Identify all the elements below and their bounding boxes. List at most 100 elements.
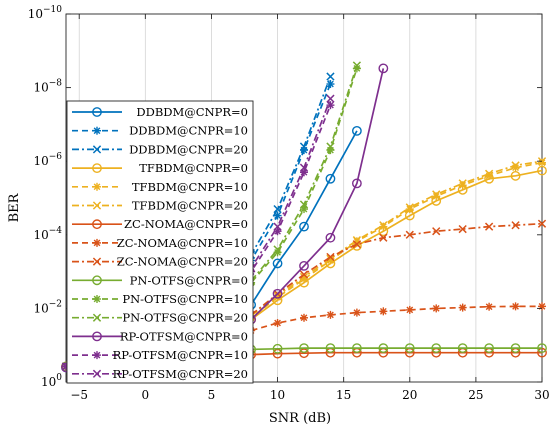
x-marker [299,200,309,209]
legend-entry: PN-OTFS@CNPR=0 [72,273,248,287]
circle-marker [299,343,309,354]
x-tick-label: 10 [270,388,285,402]
asterisk-marker [538,302,546,311]
legend-label: TFBDM@CNPR=20 [132,199,248,213]
circle-marker [325,232,336,243]
x-marker [326,72,335,81]
legend-label: PN-OTFS@CNPR=20 [122,311,248,325]
asterisk-marker [326,80,335,89]
y-axis-label: BER [7,192,22,222]
legend-entry: PN-OTFS@CNPR=10 [72,292,248,306]
asterisk-marker [458,303,467,312]
asterisk-marker [405,305,414,314]
legend-label: ZC-NOMA@CNPR=0 [124,217,248,231]
asterisk-marker [326,101,335,110]
asterisk-marker [93,295,101,303]
y-tick-label: 10−6 [33,152,62,168]
asterisk-marker [405,205,414,214]
asterisk-marker [485,302,494,311]
x-tick-label: 20 [402,388,417,402]
series-line [65,98,332,368]
legend-entry: RP-OTFSM@CNPR=10 [72,348,248,362]
circle-marker [431,343,442,354]
x-marker [484,169,494,178]
circle-marker [510,343,521,354]
x-marker [299,163,309,172]
circle-marker [299,348,309,359]
x-marker [299,272,309,282]
circle-marker [457,343,468,354]
circle-marker [404,343,415,354]
x-marker [273,222,282,231]
legend-entry: TFBDM@CNPR=20 [72,199,248,213]
circle-marker [299,221,309,232]
legend-label: TFBDM@CNPR=10 [132,180,248,194]
x-tick-label: −5 [70,388,88,402]
circle-marker [325,173,336,184]
x-marker [432,190,441,199]
x-marker [92,313,102,322]
circle-marker [378,343,389,354]
legend-entry: ZC-NOMA@CNPR=20 [72,255,248,269]
asterisk-marker [511,302,520,311]
legend-entry: PN-OTFS@CNPR=20 [72,311,248,325]
legend-label: DDBDM@CNPR=20 [129,142,248,156]
legend-entry: DDBDM@CNPR=0 [72,105,248,119]
circle-marker [92,107,102,117]
y-tick-label: 100 [41,373,62,389]
x-marker [458,179,467,188]
x-marker [299,142,309,151]
legend-entry: DDBDM@CNPR=10 [72,124,248,138]
asterisk-marker [538,158,546,167]
circle-marker [484,343,495,354]
asterisk-marker [326,310,335,319]
y-tick-label: 10−4 [33,226,62,242]
x-marker [299,270,309,279]
legend-entry: TFBDM@CNPR=0 [72,161,248,175]
asterisk-marker [352,308,361,317]
plot-frame [65,13,543,383]
x-tick-label: 30 [534,388,549,402]
circle-marker [351,125,362,136]
circle-marker [325,343,336,354]
x-marker [92,145,102,154]
legend-label: DDBDM@CNPR=0 [136,105,248,119]
circle-marker [351,178,362,189]
x-marker [326,252,335,262]
legend-entry: RP-OTFSM@CNPR=0 [72,329,248,343]
x-marker [273,204,282,214]
circle-marker [272,343,283,354]
x-marker [352,61,362,70]
x-marker [379,233,388,242]
x-marker [273,245,282,254]
asterisk-marker [93,126,101,135]
x-marker [92,257,102,266]
x-marker [326,142,335,151]
legend: DDBDM@CNPR=0 DDBDM@CNPR=10 DDBDM@CNPR=20 TF… [66,100,254,384]
legend-label: PN-OTFS@CNPR=0 [130,273,248,287]
x-marker [458,224,467,234]
circle-marker [92,219,102,230]
x-marker [352,240,362,249]
x-marker [405,230,414,239]
legend-label: RP-OTFSM@CNPR=0 [120,329,248,343]
circle-marker [272,258,283,269]
legend-label: TFBDM@CNPR=0 [139,161,248,175]
asterisk-marker [379,307,388,316]
x-tick-label: 5 [208,388,216,402]
legend-label: PN-OTFS@CNPR=10 [122,292,248,306]
asterisk-marker [273,319,282,328]
legend-entry: ZC-NOMA@CNPR=0 [72,217,248,231]
legend-label: ZC-NOMA@CNPR=10 [117,236,248,250]
axis-ticks: −5 0 5 10 15 20 25 30 100 10−2 10−4 10−6 10−8 10−10 [28,5,550,402]
x-marker [484,222,494,231]
legend-label: DDBDM@CNPR=10 [129,124,248,138]
circle-marker [92,163,102,174]
x-marker [405,203,414,212]
circle-marker [92,331,102,342]
x-marker [273,291,282,300]
circle-marker [272,288,283,299]
x-marker [92,369,102,378]
asterisk-marker [273,211,282,220]
x-marker [326,94,335,103]
